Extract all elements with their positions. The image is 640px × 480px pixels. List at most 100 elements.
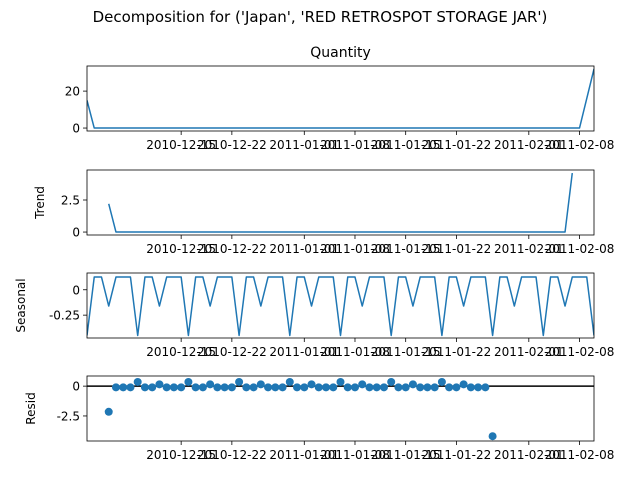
x-tick-label: 2011-01-22 bbox=[422, 448, 492, 462]
x-tick-label: 2011-02-01 bbox=[494, 448, 564, 462]
residual-point bbox=[104, 407, 113, 416]
panel-title: Quantity bbox=[310, 45, 371, 61]
residual-point bbox=[177, 383, 186, 392]
residual-point bbox=[242, 383, 251, 392]
residual-point bbox=[285, 377, 294, 386]
residual-point bbox=[481, 383, 490, 392]
residual-point bbox=[466, 383, 475, 392]
residual-point bbox=[162, 383, 171, 392]
figure-title: Decomposition for ('Japan', 'RED RETROSP… bbox=[93, 8, 548, 26]
x-tick-label: 2011-01-08 bbox=[320, 448, 390, 462]
y-tick-label: 20 bbox=[65, 85, 80, 99]
residual-point bbox=[148, 383, 157, 392]
residual-point bbox=[445, 383, 454, 392]
residual-point bbox=[408, 380, 417, 389]
residual-point bbox=[459, 380, 468, 389]
residual-point bbox=[336, 377, 345, 386]
plot-area bbox=[108, 172, 574, 233]
y-tick-label: 0 bbox=[72, 122, 80, 136]
x-tick-label: 2011-02-08 bbox=[545, 138, 615, 152]
y-tick-label: 0 bbox=[72, 380, 80, 394]
residual-point bbox=[394, 383, 403, 392]
residual-point bbox=[423, 383, 432, 392]
y-tick-label: -0.25 bbox=[49, 309, 80, 323]
residual-point bbox=[430, 383, 439, 392]
x-tick-label: 2011-01-01 bbox=[269, 242, 339, 256]
y-tick-label: 0 bbox=[72, 283, 80, 297]
residual-point bbox=[126, 383, 135, 392]
residual-point bbox=[307, 380, 316, 389]
residual-point bbox=[140, 383, 149, 392]
residual-point bbox=[184, 377, 193, 386]
series-line bbox=[87, 276, 594, 337]
series-line bbox=[87, 68, 594, 129]
x-tick-label: 2011-01-15 bbox=[371, 345, 441, 359]
residual-point bbox=[220, 383, 229, 392]
residual-point bbox=[264, 383, 273, 392]
x-tick-label: 2011-02-08 bbox=[545, 242, 615, 256]
residual-point bbox=[155, 380, 164, 389]
residual-point bbox=[401, 383, 410, 392]
axes-frame bbox=[86, 272, 595, 339]
axes-frame bbox=[86, 375, 595, 442]
x-tick-label: 2011-01-01 bbox=[269, 138, 339, 152]
x-tick-label: 2010-12-22 bbox=[197, 345, 267, 359]
residual-point bbox=[416, 383, 425, 392]
x-tick-label: 2010-12-22 bbox=[197, 448, 267, 462]
residual-point bbox=[343, 383, 352, 392]
x-tick-label: 2011-02-01 bbox=[494, 242, 564, 256]
residual-point bbox=[271, 383, 280, 392]
x-tick-label: 2010-12-22 bbox=[197, 242, 267, 256]
x-tick-label: 2011-01-01 bbox=[269, 448, 339, 462]
plot-area bbox=[87, 276, 594, 337]
y-tick-label: 2.5 bbox=[61, 194, 80, 208]
x-tick-label: 2011-02-08 bbox=[545, 448, 615, 462]
residual-point bbox=[119, 383, 128, 392]
plot-area bbox=[87, 377, 594, 441]
x-tick-label: 2011-01-15 bbox=[371, 242, 441, 256]
x-tick-label: 2010-12-15 bbox=[146, 138, 216, 152]
residual-point bbox=[365, 383, 374, 392]
residual-point bbox=[322, 383, 331, 392]
x-tick-label: 2011-02-01 bbox=[494, 345, 564, 359]
x-tick-label: 2011-01-22 bbox=[422, 138, 492, 152]
x-tick-label: 2011-01-15 bbox=[371, 448, 441, 462]
plot-area bbox=[87, 68, 594, 129]
x-tick-label: 2010-12-15 bbox=[146, 448, 216, 462]
residual-point bbox=[293, 383, 302, 392]
residual-point bbox=[387, 377, 396, 386]
y-axis-label: Resid bbox=[24, 392, 38, 424]
residual-point bbox=[206, 380, 215, 389]
x-tick-label: 2011-01-08 bbox=[320, 138, 390, 152]
residual-point bbox=[256, 380, 265, 389]
residual-point bbox=[191, 383, 200, 392]
x-tick-label: 2011-01-22 bbox=[422, 242, 492, 256]
x-tick-label: 2011-01-08 bbox=[320, 242, 390, 256]
x-tick-label: 2011-02-08 bbox=[545, 345, 615, 359]
y-axis-label: Trend bbox=[33, 186, 47, 220]
residual-point bbox=[111, 383, 120, 392]
axes-frame bbox=[86, 65, 595, 132]
residual-point bbox=[488, 432, 497, 441]
residual-point bbox=[249, 383, 258, 392]
x-tick-label: 2010-12-22 bbox=[197, 138, 267, 152]
residual-point bbox=[474, 383, 483, 392]
residual-point bbox=[169, 383, 178, 392]
residual-point bbox=[452, 383, 461, 392]
x-tick-label: 2011-01-08 bbox=[320, 345, 390, 359]
residual-point bbox=[379, 383, 388, 392]
x-tick-label: 2010-12-15 bbox=[146, 242, 216, 256]
residual-point bbox=[437, 377, 446, 386]
residual-point bbox=[372, 383, 381, 392]
residual-point bbox=[350, 383, 359, 392]
x-tick-label: 2011-02-01 bbox=[494, 138, 564, 152]
y-axis-label: Seasonal bbox=[14, 278, 28, 332]
residual-point bbox=[227, 383, 236, 392]
residual-point bbox=[133, 377, 142, 386]
residual-point bbox=[314, 383, 323, 392]
